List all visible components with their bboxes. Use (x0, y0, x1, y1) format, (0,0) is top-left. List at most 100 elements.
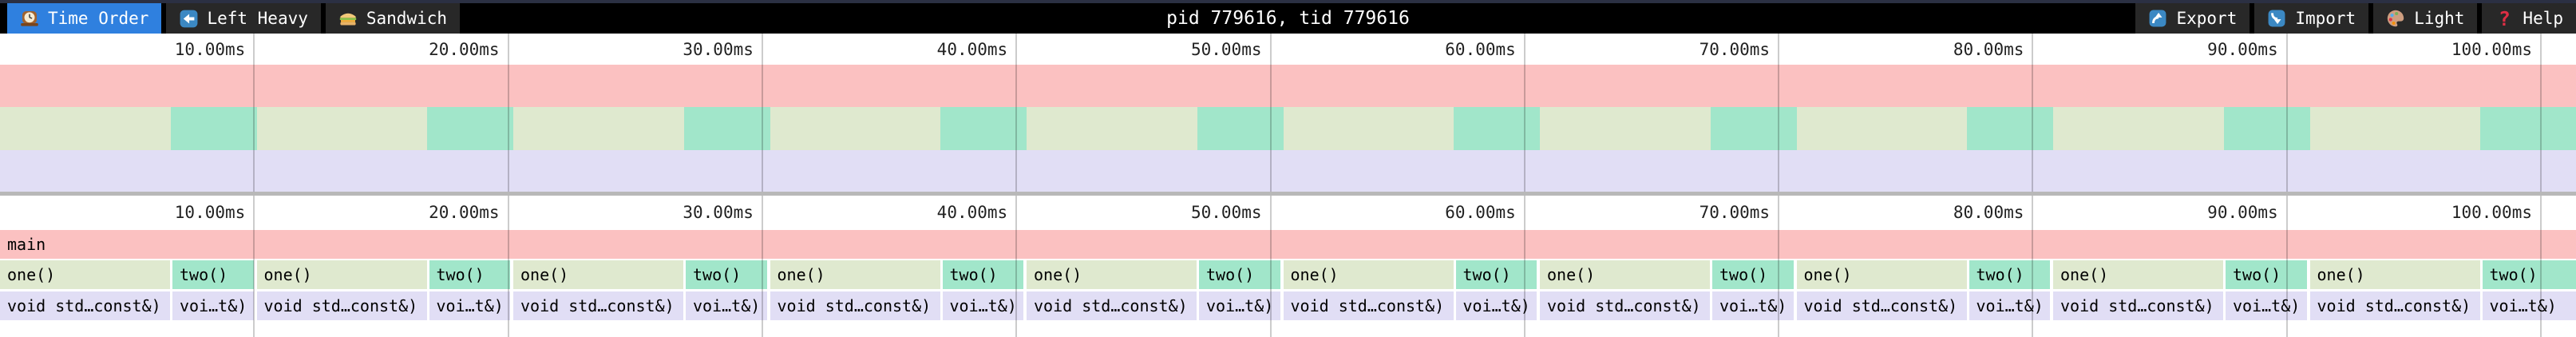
help-button[interactable]: ? Help (2482, 3, 2576, 34)
frame-one-child[interactable]: void std…const&) (1027, 291, 1197, 320)
sandwich-icon (338, 9, 358, 28)
frame-label: two() (2489, 265, 2538, 284)
frame-label: one() (263, 265, 312, 284)
tab-left-heavy[interactable]: Left Heavy (166, 3, 321, 34)
frame-label: voi…t&) (2233, 296, 2301, 315)
tick-label: 100.00ms (2451, 203, 2532, 222)
tick-label: 100.00ms (2451, 40, 2532, 59)
frame-label: one() (1547, 265, 1596, 284)
flame-row-leaf: void std…const&) voi…t&) void std…const&) v… (0, 291, 2576, 320)
toolbar-actions: Export Import (2135, 3, 2576, 34)
export-button[interactable]: Export (2135, 3, 2250, 34)
minimap-frame-one (1796, 107, 1967, 150)
tick-label: 50.00ms (1190, 40, 1262, 59)
frame-label: voi…t&) (1462, 296, 1530, 315)
frame-two[interactable]: two() (172, 260, 254, 289)
minimap-row-main (0, 65, 2576, 107)
frame-one[interactable]: one() (770, 260, 940, 289)
frame-one[interactable]: one() (0, 260, 170, 289)
frame-label: one() (1803, 265, 1852, 284)
frame-label: void std…const&) (2317, 296, 2471, 315)
frame-two[interactable]: two() (2226, 260, 2307, 289)
frame-label: voi…t&) (180, 296, 247, 315)
frame-label: two() (1976, 265, 2024, 284)
main-ruler: 10.00ms 20.00ms 30.00ms 40.00ms 50.00ms 60.00… (0, 196, 2576, 230)
minimap-frame-two (170, 107, 257, 150)
minimap-frame-one (1283, 107, 1454, 150)
frame-two[interactable]: two() (1712, 260, 1794, 289)
frame-one[interactable]: one() (2309, 260, 2480, 289)
frame-two[interactable]: two() (2482, 260, 2576, 289)
frame-two-child[interactable]: voi…t&) (1969, 291, 2050, 320)
frame-one[interactable]: one() (1540, 260, 1710, 289)
minimap-row-calls (0, 107, 2576, 150)
frame-label: two() (693, 265, 742, 284)
frame-two[interactable]: two() (1969, 260, 2050, 289)
frame-one[interactable]: one() (513, 260, 683, 289)
frame-label: voi…t&) (2489, 296, 2557, 315)
view-mode-tabs: Time Order Left Heavy (7, 3, 461, 34)
frame-one[interactable]: one() (1027, 260, 1197, 289)
frame-two[interactable]: two() (942, 260, 1023, 289)
frame-one-child[interactable]: void std…const&) (1796, 291, 1967, 320)
frame-one-child[interactable]: void std…const&) (2053, 291, 2223, 320)
frame-one-child[interactable]: void std…const&) (1283, 291, 1454, 320)
minimap-frame-two (1710, 107, 1797, 150)
frame-two-child[interactable]: voi…t&) (1712, 291, 1794, 320)
frame-two[interactable]: two() (429, 260, 510, 289)
frame-label: two() (180, 265, 228, 284)
tab-label: Left Heavy (207, 9, 308, 28)
import-button[interactable]: Import (2254, 3, 2369, 34)
tab-sandwich[interactable]: Sandwich (325, 3, 461, 34)
flamegraph-minimap[interactable]: 10.00ms 20.00ms 30.00ms 40.00ms 50.00ms 60.00… (0, 34, 2576, 192)
theme-toggle-button[interactable]: Light (2373, 3, 2478, 34)
tick-label: 30.00ms (683, 203, 754, 222)
flamegraph-main-view[interactable]: 10.00ms 20.00ms 30.00ms 40.00ms 50.00ms 60.00… (0, 196, 2576, 337)
minimap-frame-one (0, 107, 171, 150)
tick-label: 80.00ms (1953, 40, 2024, 59)
tick-label: 10.00ms (174, 203, 246, 222)
minimap-frame-two (940, 107, 1027, 150)
frame-two[interactable]: two() (686, 260, 767, 289)
frame-one-child[interactable]: void std…const&) (256, 291, 427, 320)
window-top-strip (0, 0, 2576, 3)
action-label: Light (2414, 9, 2465, 28)
frame-label: voi…t&) (693, 296, 761, 315)
minimap-frame-two (1454, 107, 1540, 150)
frame-one[interactable]: one() (2053, 260, 2223, 289)
minimap-frame-two (1967, 107, 2053, 150)
frame-main[interactable]: main (0, 230, 2576, 259)
frame-two-child[interactable]: voi…t&) (942, 291, 1023, 320)
frame-one-child[interactable]: void std…const&) (1540, 291, 1710, 320)
minimap-frame-two (1197, 107, 1284, 150)
frame-two-child[interactable]: voi…t&) (1455, 291, 1537, 320)
frame-two-child[interactable]: voi…t&) (2482, 291, 2576, 320)
tab-time-order[interactable]: Time Order (7, 3, 162, 34)
tick-label: 60.00ms (1445, 203, 1516, 222)
minimap-ruler: 10.00ms 20.00ms 30.00ms 40.00ms 50.00ms 60.00… (0, 34, 2576, 65)
frame-two-child[interactable]: voi…t&) (686, 291, 767, 320)
minimap-frame-one (2053, 107, 2224, 150)
frame-label: void std…const&) (1290, 296, 1445, 315)
frame-two-child[interactable]: voi…t&) (2226, 291, 2307, 320)
frame-label: main (7, 235, 46, 254)
action-label: Export (2176, 9, 2238, 28)
export-icon (2148, 9, 2167, 28)
frame-label: void std…const&) (520, 296, 675, 315)
frame-one-child[interactable]: void std…const&) (2309, 291, 2480, 320)
clock-icon (20, 9, 39, 28)
frame-two-child[interactable]: voi…t&) (429, 291, 510, 320)
frame-one-child[interactable]: void std…const&) (0, 291, 170, 320)
frame-two-child[interactable]: voi…t&) (1199, 291, 1280, 320)
frame-two-child[interactable]: voi…t&) (172, 291, 254, 320)
frame-one[interactable]: one() (256, 260, 427, 289)
frame-one[interactable]: one() (1283, 260, 1454, 289)
frame-one-child[interactable]: void std…const&) (513, 291, 683, 320)
frame-two[interactable]: two() (1455, 260, 1537, 289)
frame-one[interactable]: one() (1796, 260, 1967, 289)
frame-two[interactable]: two() (1199, 260, 1280, 289)
frame-one-child[interactable]: void std…const&) (770, 291, 940, 320)
frame-label: one() (2060, 265, 2109, 284)
minimap-divider[interactable] (0, 192, 2576, 196)
frame-label: two() (436, 265, 485, 284)
